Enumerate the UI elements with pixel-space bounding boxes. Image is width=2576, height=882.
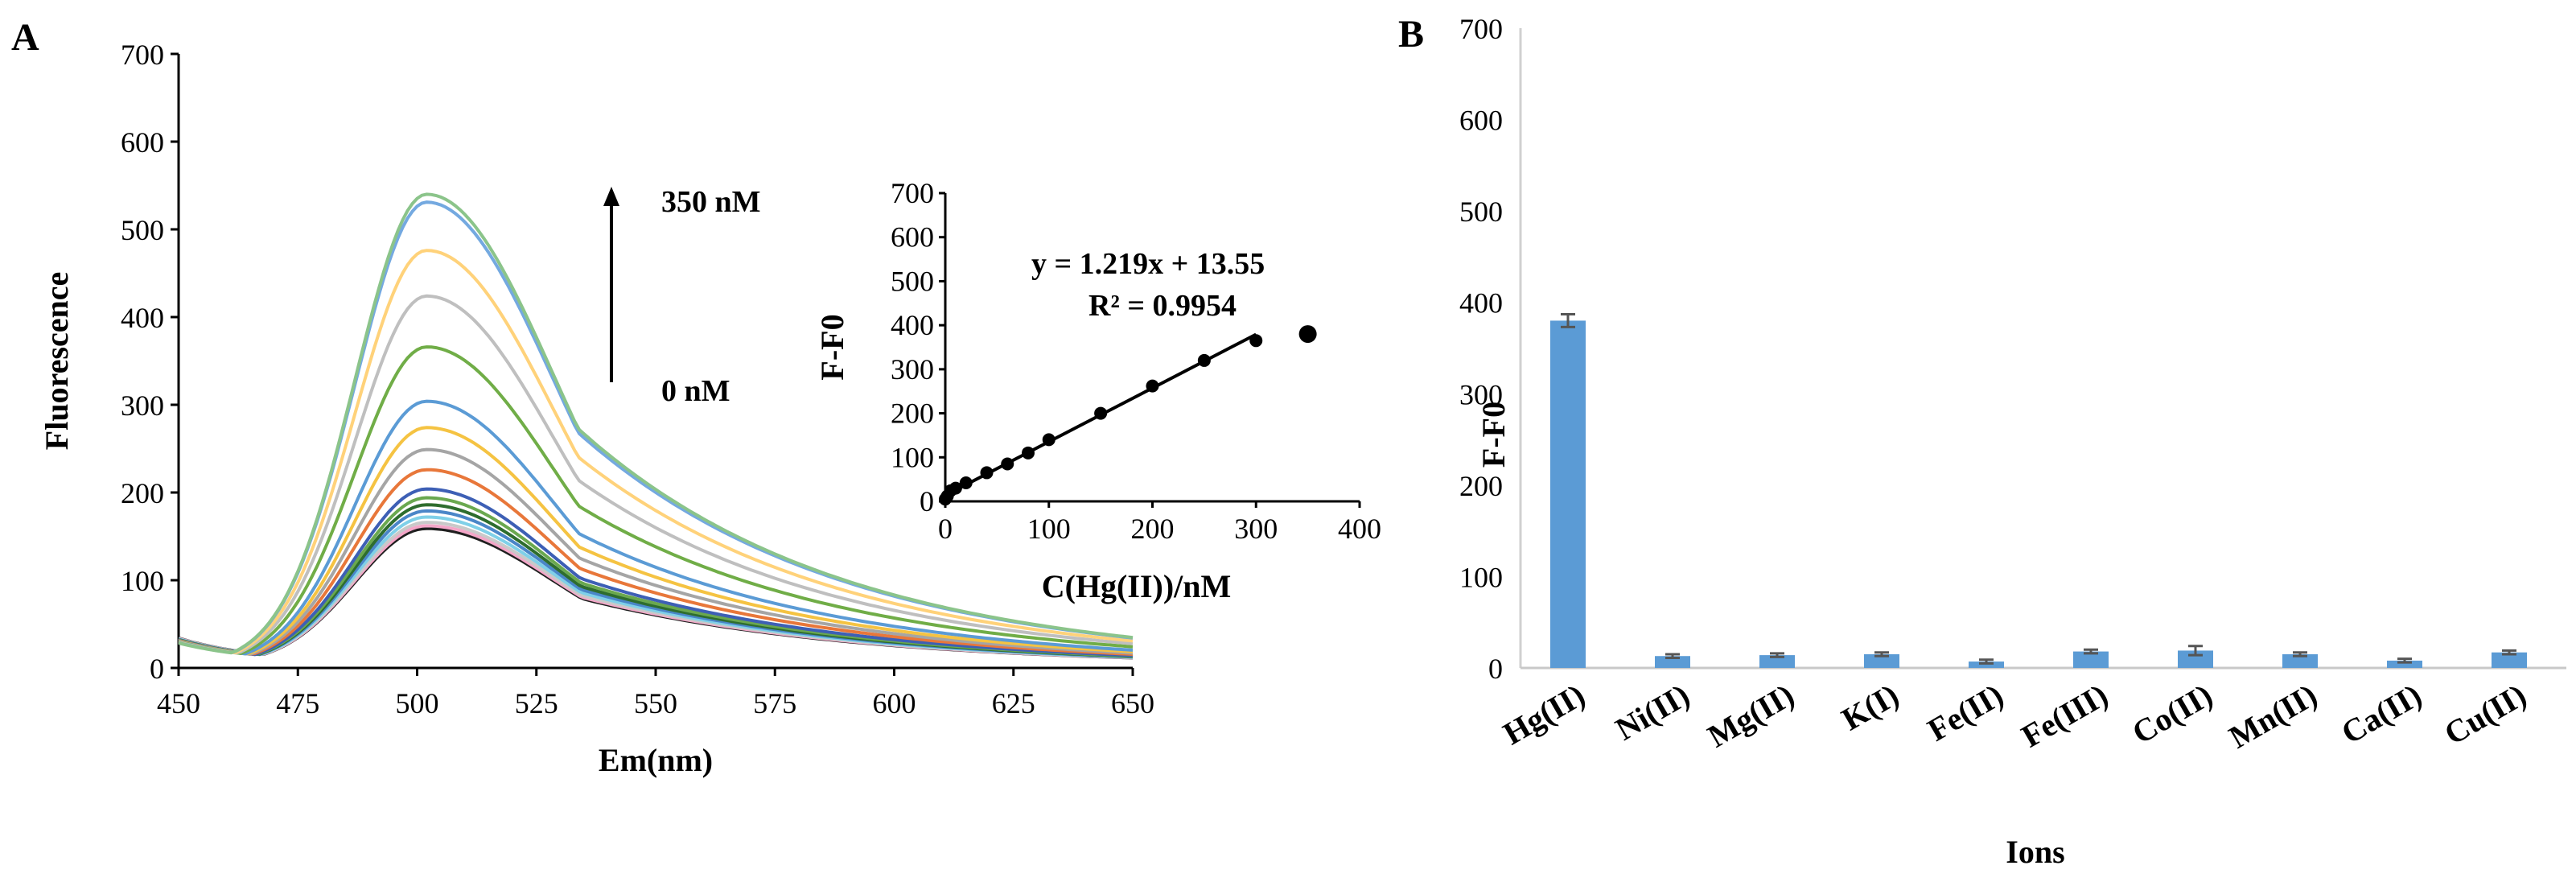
spectrum-series-line xyxy=(178,426,1134,656)
y-tick-label: 300 xyxy=(121,389,164,422)
x-tick-label: 600 xyxy=(873,687,916,719)
category-label: Mn(II) xyxy=(2223,677,2323,756)
bar-y-tick-label: 700 xyxy=(1459,13,1503,45)
bar xyxy=(2492,652,2527,668)
spectrum-series-line xyxy=(178,192,1134,655)
spectrum-series-line xyxy=(178,345,1134,656)
category-label: Ca(II) xyxy=(2335,677,2428,751)
x-axis-title: Em(nm) xyxy=(599,742,713,778)
x-tick-label: 475 xyxy=(276,687,319,719)
x-tick-label: 525 xyxy=(515,687,558,719)
calibration-point xyxy=(1197,353,1211,367)
increase-arrow-head xyxy=(603,187,619,206)
inset-y-tick-label: 600 xyxy=(891,221,934,253)
annotation-top-label: 350 nM xyxy=(661,185,761,219)
inset-y-tick-label: 200 xyxy=(891,398,934,430)
calibration-point xyxy=(1249,334,1263,348)
category-label: Co(II) xyxy=(2126,677,2219,751)
calibration-inset-chart: 0 100 200 300 400 500 600 700 0 100 200 300 400 C(Hg(… xyxy=(814,177,1381,604)
x-tick-label: 575 xyxy=(753,687,796,719)
bar-y-tick-label: 0 xyxy=(1488,653,1503,685)
inset-x-tick-label: 0 xyxy=(938,513,953,545)
inset-y-tick-label: 700 xyxy=(891,177,934,209)
concentration-annotation: 350 nM 0 nM xyxy=(603,185,761,408)
category-label: Fe(III) xyxy=(2015,677,2114,755)
y-tick-label: 200 xyxy=(121,477,164,509)
calibration-point xyxy=(1298,325,1317,344)
bar xyxy=(2178,650,2213,668)
category-label: Ni(II) xyxy=(1609,677,1695,748)
x-tick-label: 650 xyxy=(1111,687,1154,719)
bar xyxy=(1969,662,2004,668)
spectrum-series-line xyxy=(178,447,1134,656)
x-tick-label: 550 xyxy=(634,687,677,719)
bar xyxy=(2073,651,2109,668)
bar xyxy=(1655,656,1690,668)
bar xyxy=(2387,660,2422,668)
inset-y-tick-label: 100 xyxy=(891,441,934,473)
calibration-point xyxy=(959,476,973,490)
category-label: Cu(II) xyxy=(2438,677,2533,752)
bar xyxy=(2282,653,2318,668)
inset-y-tick-label: 300 xyxy=(891,353,934,385)
x-tick-label: 450 xyxy=(157,687,200,719)
bar-y-tick-label: 500 xyxy=(1459,196,1503,228)
y-axis-title: Fluorescence xyxy=(39,272,75,450)
bar xyxy=(1550,320,1586,668)
category-label: K(I) xyxy=(1835,677,1904,738)
bar xyxy=(1759,655,1795,668)
emission-spectra-chart: 0 100 200 300 400 500 600 700 450 475 500 525 550 575… xyxy=(39,39,1154,778)
y-tick-label: 500 xyxy=(121,214,164,246)
calibration-point xyxy=(1094,406,1108,420)
y-tick-label: 100 xyxy=(121,565,164,597)
calibration-point xyxy=(1146,379,1159,393)
y-tick-label: 0 xyxy=(150,653,164,685)
inset-x-axis-title: C(Hg(II))/nM xyxy=(1042,568,1232,604)
bar xyxy=(1864,653,1899,668)
inset-y-tick-label: 400 xyxy=(891,309,934,341)
selectivity-bar-chart: 0 100 200 300 400 500 600 700 F-F0 Ions Hg(II) Ni(I… xyxy=(1459,13,2566,870)
inset-x-tick-label: 100 xyxy=(1027,513,1071,545)
bar-y-axis-title: F-F0 xyxy=(1475,402,1512,468)
calibration-point xyxy=(1001,457,1014,471)
inset-x-tick-label: 200 xyxy=(1131,513,1175,545)
calibration-point xyxy=(949,481,962,495)
inset-x-tick-label: 300 xyxy=(1234,513,1278,545)
y-tick-label: 700 xyxy=(121,39,164,71)
annotation-bottom-label: 0 nM xyxy=(661,374,730,408)
spectrum-series-line xyxy=(178,249,1134,654)
spectrum-series-line xyxy=(178,487,1134,657)
bar-y-tick-label: 300 xyxy=(1459,378,1503,410)
spectrum-series-line xyxy=(178,294,1134,655)
spectrum-series-line xyxy=(178,468,1134,657)
y-tick-label: 400 xyxy=(121,302,164,334)
category-label: Mg(II) xyxy=(1702,677,1800,755)
panel-b-label: B xyxy=(1398,13,1424,56)
inset-y-tick-label: 500 xyxy=(891,265,934,297)
bar-y-tick-label: 400 xyxy=(1459,287,1503,319)
category-label: Fe(II) xyxy=(1921,677,2009,748)
bar-y-tick-label: 100 xyxy=(1459,561,1503,593)
category-label: Hg(II) xyxy=(1497,677,1591,752)
x-tick-label: 500 xyxy=(396,687,439,719)
regression-equation: y = 1.219x + 13.55 xyxy=(1031,247,1265,281)
inset-x-tick-label: 400 xyxy=(1338,513,1381,545)
bar-y-tick-label: 600 xyxy=(1459,105,1503,137)
calibration-point xyxy=(1022,446,1035,460)
regression-r-squared: R² = 0.9954 xyxy=(1088,289,1237,323)
bar-y-tick-label: 200 xyxy=(1459,470,1503,502)
x-tick-label: 625 xyxy=(992,687,1035,719)
bar-x-axis-title: Ions xyxy=(2006,834,2064,870)
calibration-point xyxy=(1042,433,1056,447)
calibration-point xyxy=(980,466,994,480)
spectrum-series-line xyxy=(178,399,1134,656)
inset-y-tick-label: 0 xyxy=(920,485,934,517)
inset-y-axis-title: F-F0 xyxy=(814,314,850,380)
panel-a-label: A xyxy=(11,16,39,59)
y-tick-label: 600 xyxy=(121,126,164,159)
